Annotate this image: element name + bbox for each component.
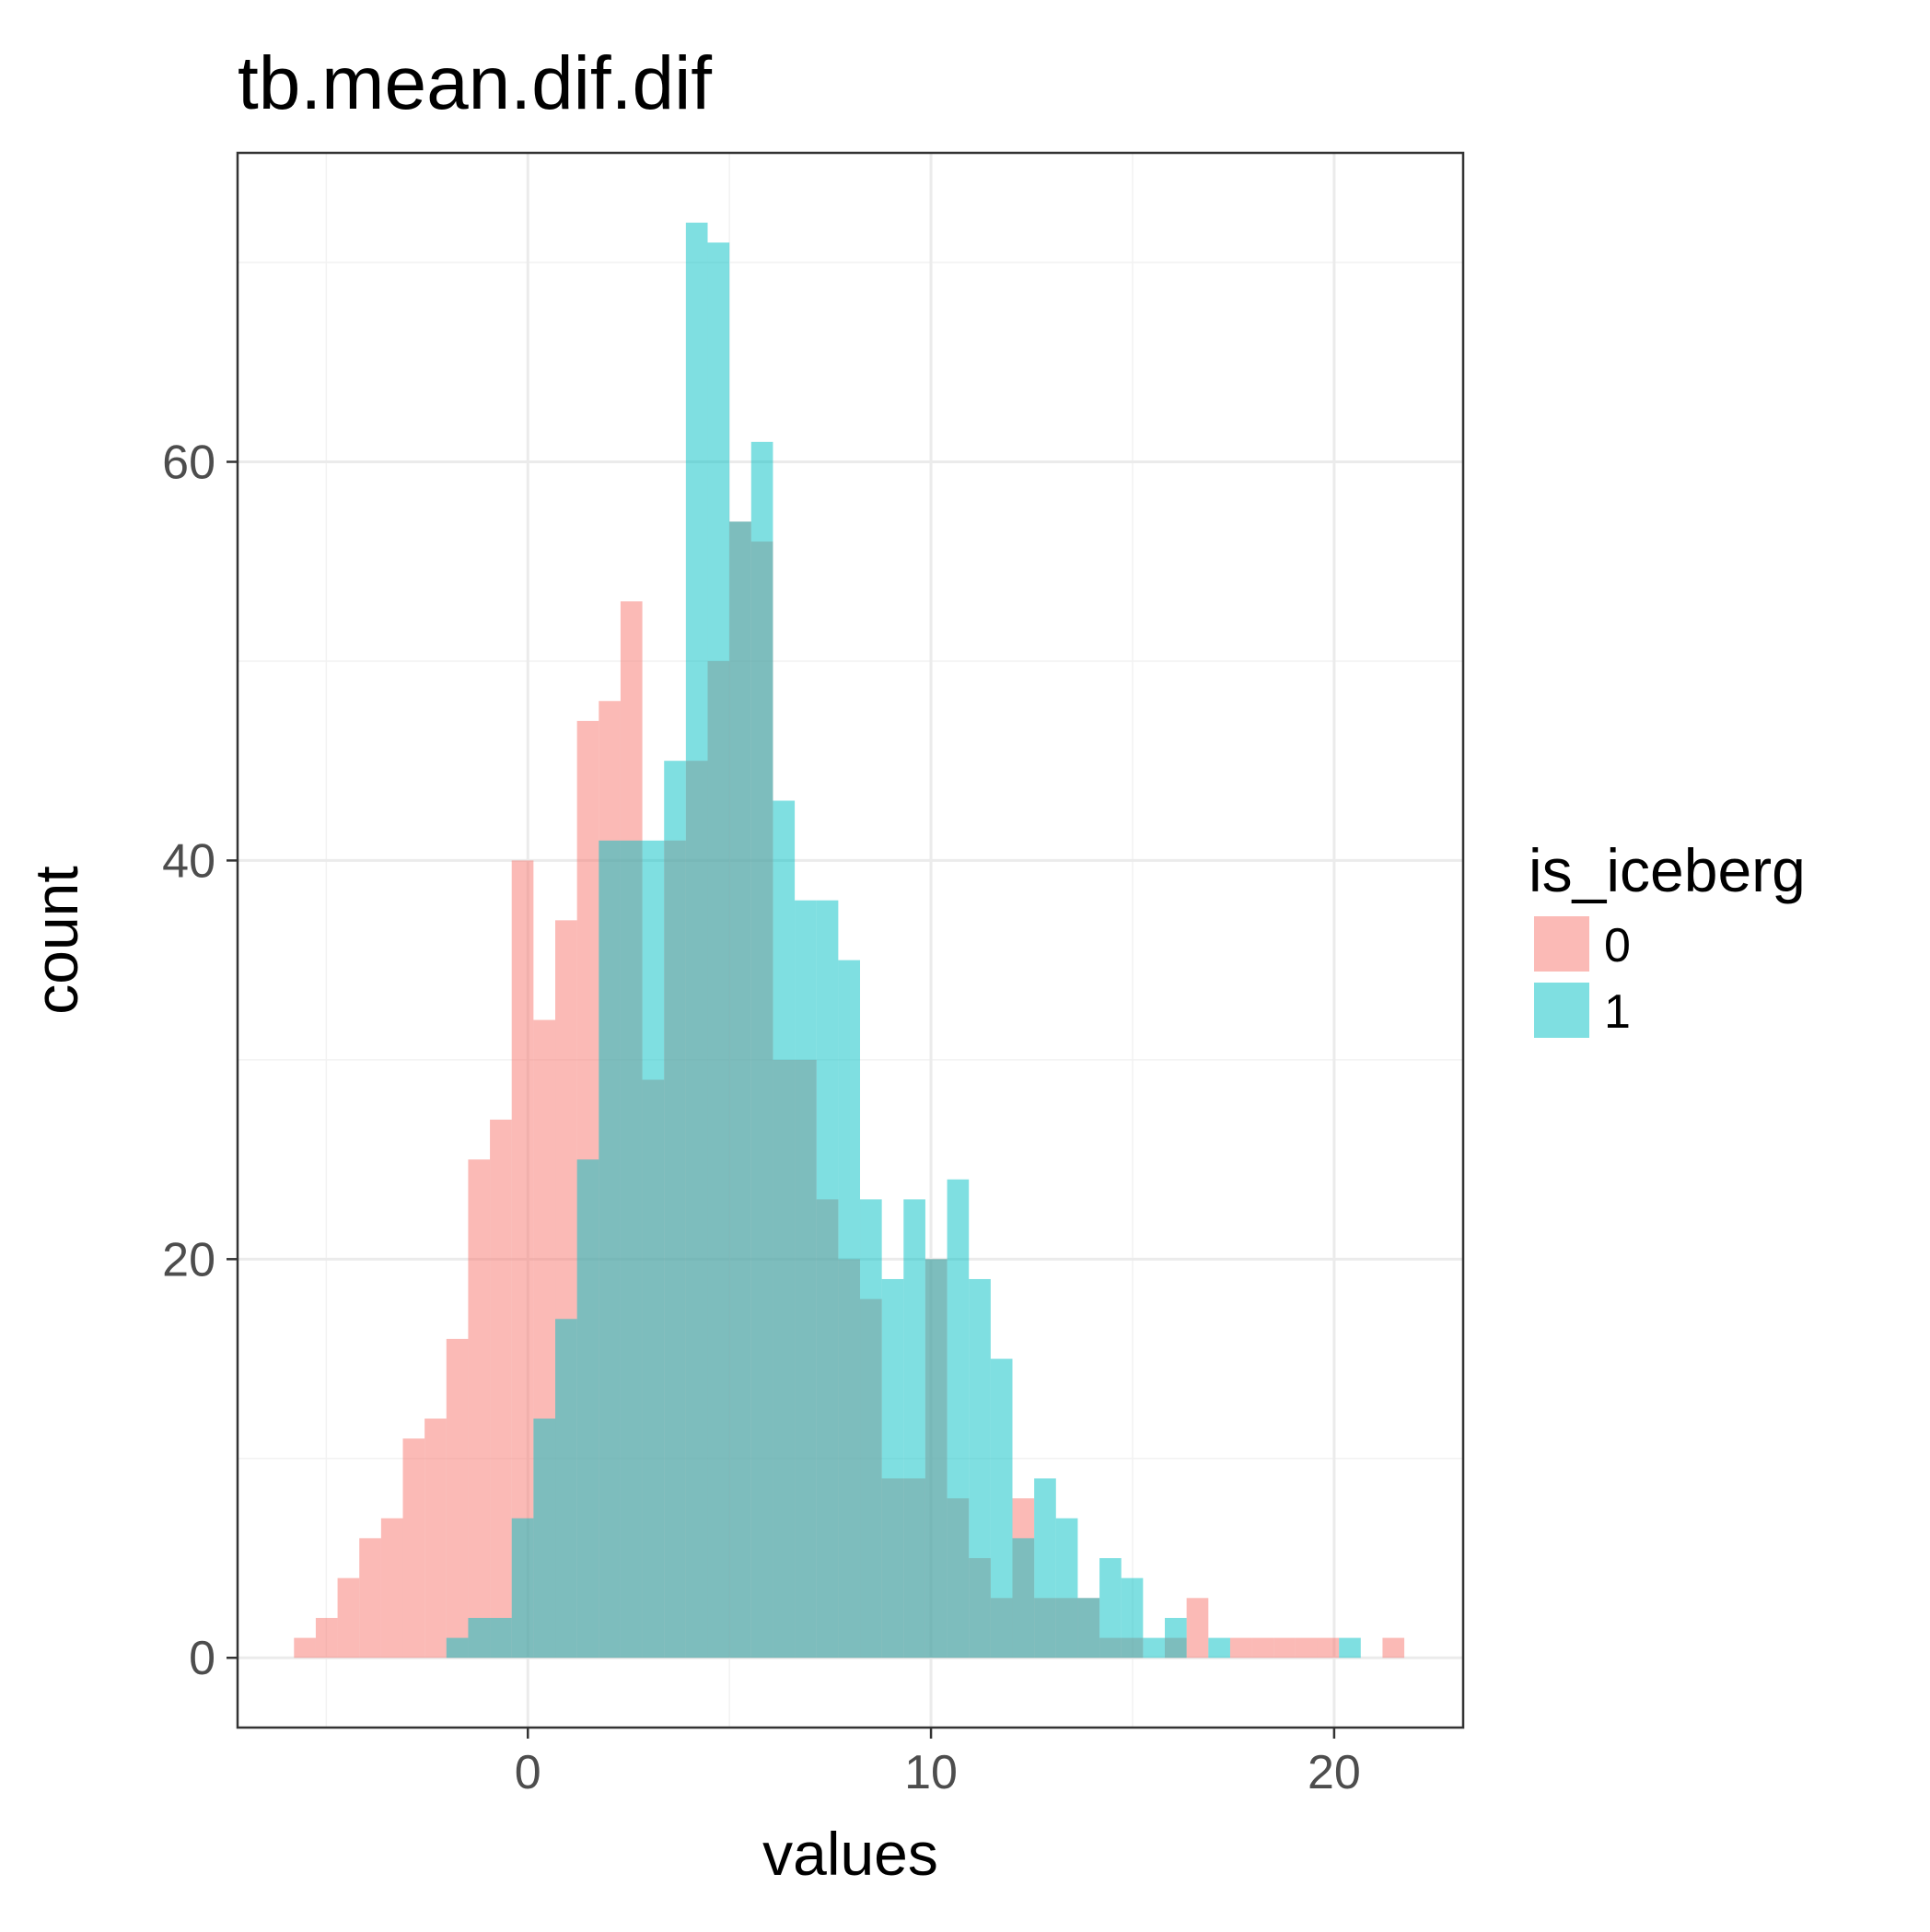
bar-series-1 <box>773 800 796 1658</box>
chart-title: tb.mean.dif.dif <box>238 41 712 125</box>
bar-series-1 <box>642 840 665 1658</box>
bar-series-1 <box>685 222 708 1658</box>
legend-swatch-0 <box>1534 916 1589 972</box>
y-tick-label: 0 <box>189 1632 215 1685</box>
x-tick-label: 20 <box>1308 1746 1361 1799</box>
y-tick-label: 40 <box>162 834 215 888</box>
bar-series-1 <box>664 761 686 1658</box>
bar-series-0 <box>424 1418 447 1658</box>
bar-series-1 <box>990 1358 1013 1658</box>
bar-series-0 <box>1229 1637 1252 1658</box>
bar-series-0 <box>315 1617 338 1658</box>
minor-gridlines <box>238 153 1463 1728</box>
legend-label-0: 0 <box>1604 919 1631 972</box>
bar-series-0 <box>1251 1637 1274 1658</box>
bar-series-0 <box>490 1119 512 1658</box>
bar-series-1 <box>1077 1598 1100 1658</box>
bar-series-1 <box>1143 1637 1166 1658</box>
bar-series-0 <box>468 1159 491 1658</box>
bar-series-1 <box>1339 1637 1361 1658</box>
bar-series-1 <box>1208 1637 1230 1658</box>
bar-series-0 <box>359 1538 381 1658</box>
bar-series-1 <box>816 900 839 1658</box>
bar-series-1 <box>729 521 751 1658</box>
bar-series-1 <box>511 1518 534 1658</box>
bar-series-1 <box>1055 1518 1078 1658</box>
y-tick-label: 60 <box>162 436 215 490</box>
y-axis: 0 20 40 60 <box>162 436 238 1685</box>
legend-title: is_iceberg <box>1529 836 1806 904</box>
legend: is_iceberg 01 <box>1529 836 1806 1041</box>
bar-series-1 <box>707 242 730 1658</box>
bar-series-0 <box>294 1637 316 1658</box>
x-axis-title: values <box>762 1820 938 1888</box>
x-tick-label: 10 <box>904 1746 958 1799</box>
x-tick-label: 0 <box>515 1746 541 1799</box>
histogram-bars <box>294 222 1405 1658</box>
x-axis: 0 10 20 <box>515 1728 1361 1799</box>
bar-series-1 <box>468 1617 491 1658</box>
panel-border <box>236 151 1465 1729</box>
bar-series-0 <box>511 860 534 1658</box>
bar-series-0 <box>402 1438 425 1658</box>
bar-series-0 <box>1317 1637 1340 1658</box>
bar-series-1 <box>599 840 621 1658</box>
plot-panel <box>236 151 1465 1729</box>
bar-series-0 <box>446 1338 469 1658</box>
bar-series-1 <box>1034 1478 1056 1658</box>
series-1-bars <box>446 222 1361 1658</box>
bar-series-1 <box>1012 1538 1035 1658</box>
bar-series-1 <box>555 1319 577 1658</box>
bar-series-1 <box>1099 1558 1122 1658</box>
bar-series-1 <box>1165 1617 1187 1658</box>
legend-swatch-1 <box>1534 983 1589 1038</box>
bar-series-1 <box>947 1179 970 1658</box>
bar-series-1 <box>490 1617 512 1658</box>
bar-series-0 <box>337 1577 360 1658</box>
bar-series-1 <box>838 960 861 1658</box>
y-axis-title: count <box>22 866 90 1014</box>
bar-series-0 <box>1295 1637 1318 1658</box>
bar-series-1 <box>750 441 773 1658</box>
legend-items: 01 <box>1531 914 1631 1041</box>
y-tick-label: 20 <box>162 1233 215 1286</box>
bar-series-0 <box>380 1518 403 1658</box>
bar-series-1 <box>620 840 643 1658</box>
legend-label-1: 1 <box>1604 985 1631 1039</box>
bar-series-1 <box>446 1637 469 1658</box>
bar-series-1 <box>1121 1577 1144 1658</box>
bar-series-1 <box>881 1278 904 1658</box>
bar-series-1 <box>860 1199 882 1658</box>
bar-series-1 <box>924 1259 948 1658</box>
bar-series-1 <box>969 1278 991 1658</box>
bar-series-0 <box>1273 1637 1296 1658</box>
bar-series-1 <box>903 1199 925 1658</box>
bar-series-0 <box>1186 1598 1209 1658</box>
bar-series-1 <box>576 1159 599 1658</box>
bar-series-1 <box>795 900 817 1658</box>
bar-series-0 <box>1382 1637 1405 1658</box>
bar-series-1 <box>533 1418 556 1658</box>
